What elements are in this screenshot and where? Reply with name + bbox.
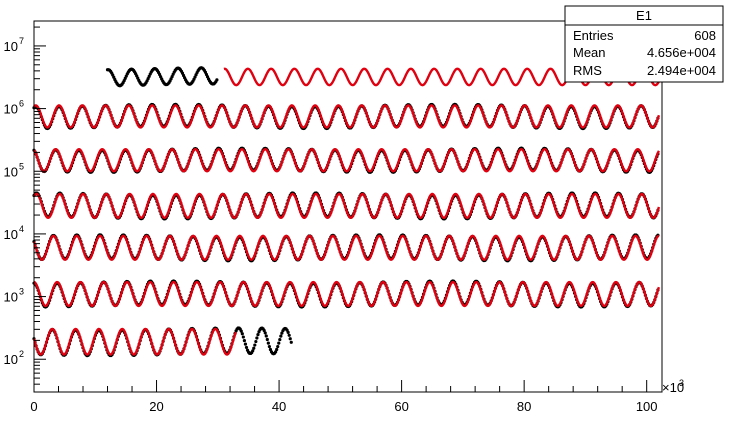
fit-curve-3 xyxy=(33,147,660,173)
data-point xyxy=(265,337,269,342)
fit-curve-1 xyxy=(223,67,660,87)
data-series-1 xyxy=(105,66,219,88)
stats-box: E1 Entries 608 Mean 4.656e+004 RMS 2.494… xyxy=(564,5,724,83)
stats-label-entries: Entries xyxy=(573,28,614,43)
data-point xyxy=(266,341,270,345)
fit-curve-2 xyxy=(33,104,661,129)
data-point xyxy=(242,338,246,343)
data-point xyxy=(286,330,290,334)
fit-curve-4 xyxy=(32,192,661,220)
data-point xyxy=(244,345,249,350)
data-point xyxy=(256,333,260,337)
data-point xyxy=(254,339,258,344)
x-tick-label: 60 xyxy=(394,399,408,414)
x-tick-label: 20 xyxy=(149,399,163,414)
stats-title: E1 xyxy=(636,8,652,23)
data-point xyxy=(287,333,291,337)
data-point xyxy=(277,341,281,345)
data-point xyxy=(253,343,257,347)
y-tick-label-base: 10 xyxy=(4,290,18,305)
y-tick-label-exponent: 4 xyxy=(19,224,24,234)
data-point xyxy=(263,331,267,335)
data-point xyxy=(240,332,244,336)
y-tick-label-base: 10 xyxy=(4,39,18,54)
data-point xyxy=(264,334,268,338)
stats-value-mean: 4.656e+004 xyxy=(647,45,716,60)
y-tick-label-exponent: 7 xyxy=(19,36,24,46)
stats-value-rms: 2.494e+004 xyxy=(647,63,716,78)
plot-area xyxy=(32,66,661,358)
data-point xyxy=(288,337,292,341)
x-tick-label: 80 xyxy=(517,399,531,414)
data-point xyxy=(252,346,256,350)
data-point xyxy=(279,334,283,338)
x-tick-label: 100 xyxy=(636,399,658,414)
y-tick-label-exponent: 5 xyxy=(19,161,24,171)
y-tick-label-exponent: 6 xyxy=(19,99,24,109)
y-tick-label-base: 10 xyxy=(4,352,18,367)
y-tick-label-base: 10 xyxy=(4,227,18,242)
data-point xyxy=(289,340,293,344)
x-axis-multiplier: ×10 3 xyxy=(662,378,684,395)
data-point xyxy=(241,335,245,339)
x-tick-label: 0 xyxy=(30,399,37,414)
data-point xyxy=(276,344,280,349)
y-tick-label-exponent: 3 xyxy=(19,287,24,297)
data-point xyxy=(275,347,279,352)
stats-label-rms: RMS xyxy=(573,63,602,78)
x-multiplier-exponent: 3 xyxy=(679,378,684,388)
y-tick-label-exponent: 2 xyxy=(19,349,24,359)
data-point xyxy=(243,342,248,346)
stats-value-entries: 608 xyxy=(694,28,716,43)
data-point xyxy=(215,78,219,82)
y-tick-label-base: 10 xyxy=(4,102,18,117)
data-point xyxy=(267,344,271,349)
data-point xyxy=(278,337,282,342)
stats-label-mean: Mean xyxy=(573,45,606,60)
data-point xyxy=(255,336,259,340)
x-tick-label: 40 xyxy=(272,399,286,414)
y-tick-label-base: 10 xyxy=(4,164,18,179)
